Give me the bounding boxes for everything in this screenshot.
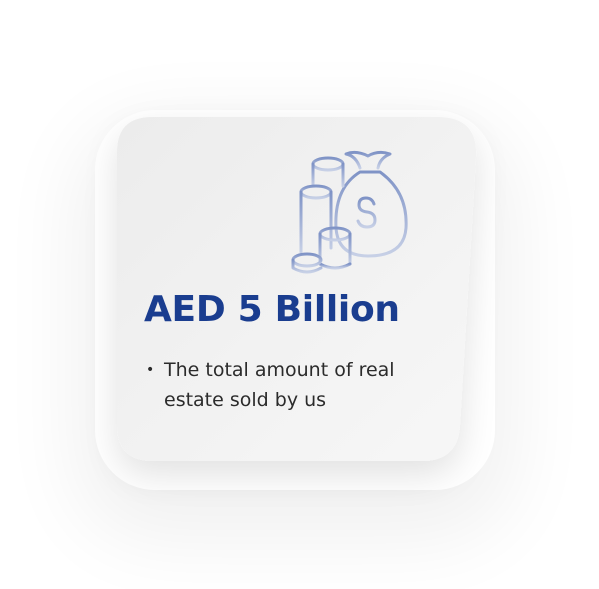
stat-description-list: • The total amount of real estate sold b… (144, 355, 404, 415)
stat-headline: AED 5 Billion (144, 289, 400, 330)
bullet-dot-icon: • (146, 362, 155, 378)
money-bag-and-coins-icon (286, 148, 412, 276)
list-item: • The total amount of real estate sold b… (144, 355, 404, 415)
stat-description: The total amount of real estate sold by … (164, 359, 395, 411)
